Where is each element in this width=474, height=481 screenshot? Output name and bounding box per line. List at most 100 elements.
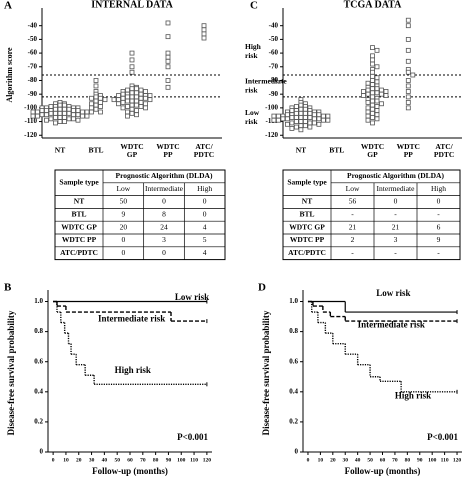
data-point	[405, 83, 411, 89]
data-point	[361, 89, 366, 94]
curve-label: Intermediate risk	[98, 314, 165, 324]
data-point	[365, 117, 371, 123]
y-tick-label: -90	[28, 90, 38, 98]
data-point	[143, 105, 148, 111]
x-tick-label: 90	[166, 457, 172, 463]
data-point	[379, 87, 384, 93]
data-point	[370, 82, 375, 87]
data-point	[62, 110, 67, 116]
data-point	[134, 112, 139, 118]
data-point	[129, 110, 135, 116]
data-point	[84, 113, 90, 119]
x-tick-label: 80	[405, 457, 411, 463]
data-point	[201, 31, 207, 37]
data-point	[374, 86, 380, 92]
table-row-label: WDTC GP	[289, 222, 325, 231]
data-point	[374, 98, 380, 104]
y-tick-label: -110	[25, 117, 38, 125]
data-point	[62, 115, 67, 120]
data-point	[311, 116, 317, 122]
x-tick-label: 10	[318, 457, 324, 463]
y-tick-label: -100	[24, 103, 37, 111]
data-point	[120, 91, 126, 97]
x-tick-label: 20	[330, 457, 336, 463]
table-subheader: High	[431, 184, 446, 193]
data-point	[143, 95, 148, 101]
data-point	[116, 101, 121, 107]
data-point	[370, 98, 375, 104]
data-point	[44, 112, 49, 118]
data-point	[379, 101, 384, 107]
table-header: Prognostic Algorithm (DLDA)	[116, 171, 213, 180]
y-tick-label: -90	[269, 90, 279, 98]
curve-label: Low risk	[376, 288, 410, 298]
data-point	[165, 64, 171, 70]
data-point	[125, 113, 130, 119]
data-point	[102, 97, 108, 103]
data-point	[307, 124, 313, 130]
data-point	[307, 110, 313, 116]
data-point	[201, 23, 207, 29]
table-row-label: ATC/PDTC	[60, 248, 98, 257]
data-point	[80, 109, 85, 115]
x-tick-label: 100	[177, 457, 186, 463]
data-point	[129, 50, 135, 56]
data-point	[289, 108, 295, 114]
data-point	[383, 89, 389, 94]
y-tick-label: -60	[28, 49, 38, 57]
x-tick-label: NT	[55, 146, 65, 155]
data-point	[138, 99, 144, 105]
data-point	[125, 98, 130, 104]
data-point	[405, 58, 411, 64]
data-point	[405, 94, 411, 100]
table-cell: 4	[203, 248, 207, 257]
data-point	[365, 105, 371, 111]
panel-letter: B	[4, 282, 12, 294]
data-point	[48, 116, 54, 122]
data-point	[71, 116, 76, 122]
x-tick-label: WDTC PP	[397, 142, 420, 159]
data-point	[370, 57, 375, 63]
data-point	[405, 99, 411, 105]
y-tick-label: -60	[269, 49, 279, 57]
data-point	[89, 95, 94, 101]
panel-letter: D	[258, 282, 266, 294]
data-point	[93, 94, 99, 100]
x-tick-label: ATC/PDTC	[194, 142, 214, 159]
data-point	[311, 112, 317, 118]
risk-annotation: Low risk	[245, 108, 260, 126]
data-point	[125, 87, 130, 93]
data-point	[365, 91, 371, 97]
x-tick-label: 100	[428, 457, 437, 463]
data-point	[298, 127, 304, 133]
table-cell: 0	[121, 248, 125, 257]
data-point	[134, 108, 139, 114]
table-cell: 0	[394, 197, 398, 206]
curve-label: Low risk	[175, 292, 209, 302]
table-row-label: NT	[302, 197, 312, 206]
y-tick-label: 0.4	[34, 387, 43, 395]
data-point	[293, 124, 299, 130]
x-tick-label: 110	[190, 457, 198, 463]
data-point	[71, 108, 76, 114]
data-point	[275, 113, 281, 119]
x-tick-label: 50	[367, 457, 373, 463]
table-cell: 0	[121, 235, 125, 244]
data-point	[125, 94, 130, 100]
table-cell: -	[437, 248, 440, 257]
data-point	[165, 20, 171, 26]
data-point	[129, 90, 135, 96]
data-point	[298, 115, 304, 120]
x-tick-label: 60	[380, 457, 386, 463]
data-point	[129, 102, 135, 108]
panel-letter: C	[250, 0, 258, 12]
data-point	[30, 109, 36, 115]
data-point	[284, 116, 290, 122]
data-point	[84, 109, 90, 115]
data-point	[370, 110, 375, 116]
data-point	[298, 119, 304, 124]
data-point	[62, 102, 67, 108]
x-tick-label: BTL	[329, 146, 344, 155]
data-point	[370, 78, 375, 83]
data-point	[316, 112, 322, 118]
